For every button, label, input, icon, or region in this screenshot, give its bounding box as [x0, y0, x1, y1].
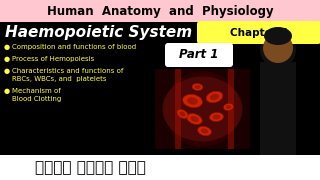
FancyBboxPatch shape: [165, 43, 233, 67]
Ellipse shape: [201, 128, 208, 134]
Ellipse shape: [187, 114, 202, 124]
Ellipse shape: [226, 105, 231, 109]
Text: Part 1: Part 1: [179, 48, 219, 62]
Text: ●: ●: [4, 44, 10, 50]
Text: Haemopoietic System: Haemopoietic System: [5, 26, 192, 40]
Text: ●: ●: [4, 68, 10, 74]
Bar: [260, 62, 296, 177]
Ellipse shape: [210, 112, 223, 122]
Bar: [228, 69, 234, 149]
Ellipse shape: [224, 103, 234, 111]
Ellipse shape: [187, 97, 198, 105]
Text: Human  Anatomy  and  Physiology: Human Anatomy and Physiology: [47, 4, 273, 17]
Text: Process of Hemopoiesis: Process of Hemopoiesis: [12, 56, 94, 62]
Text: Chapter 5: Chapter 5: [230, 28, 288, 37]
Ellipse shape: [177, 109, 188, 119]
Ellipse shape: [192, 84, 203, 91]
Ellipse shape: [190, 116, 199, 122]
Text: Characteristics and functions of
RBCs, WBCs, and  platelets: Characteristics and functions of RBCs, W…: [12, 68, 124, 82]
Circle shape: [263, 33, 293, 63]
Text: आसान भाषा में: आसान भाषा में: [35, 160, 145, 175]
Circle shape: [164, 71, 241, 147]
Ellipse shape: [163, 76, 243, 141]
Text: Composition and functions of blood: Composition and functions of blood: [12, 44, 136, 50]
Bar: [0, 22, 320, 155]
Bar: [0, 155, 320, 180]
Ellipse shape: [264, 27, 292, 45]
Text: ●: ●: [4, 56, 10, 62]
Bar: [174, 69, 180, 149]
Ellipse shape: [213, 114, 220, 120]
Bar: [0, 0, 320, 22]
Ellipse shape: [210, 94, 219, 100]
FancyBboxPatch shape: [197, 21, 320, 44]
Ellipse shape: [206, 91, 223, 103]
Ellipse shape: [195, 85, 201, 89]
Bar: [155, 69, 250, 149]
Ellipse shape: [180, 111, 186, 116]
Text: ●: ●: [4, 88, 10, 94]
Ellipse shape: [198, 126, 212, 136]
Text: Mechanism of
Blood Clotting: Mechanism of Blood Clotting: [12, 88, 61, 102]
Ellipse shape: [183, 94, 203, 108]
Circle shape: [260, 32, 296, 68]
